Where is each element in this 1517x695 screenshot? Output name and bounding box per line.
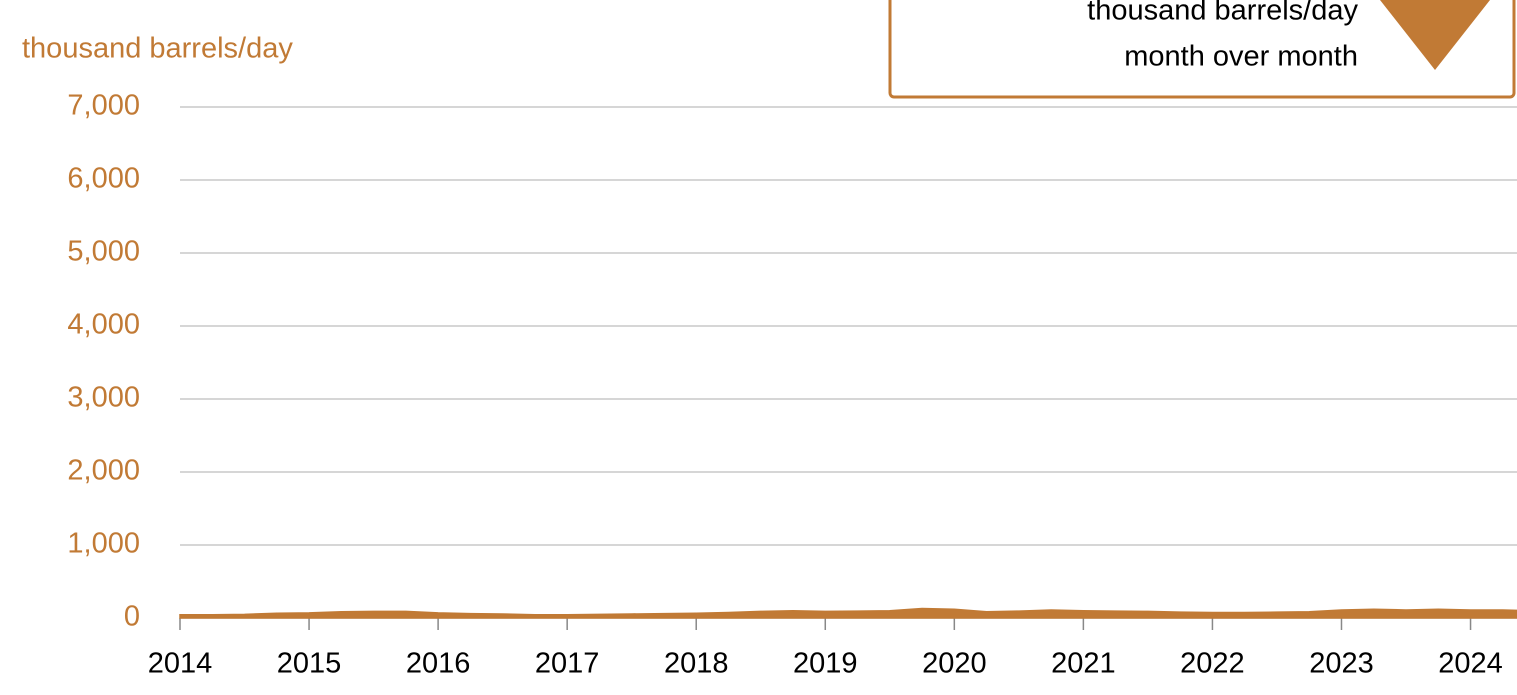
x-tick-label: 2014 bbox=[148, 648, 213, 680]
y-tick-label: 6,000 bbox=[67, 163, 140, 195]
x-tick-label: 2020 bbox=[922, 648, 987, 680]
x-tick-label: 2019 bbox=[793, 648, 858, 680]
annotation-line: month over month bbox=[1124, 41, 1358, 73]
area bbox=[179, 607, 1517, 619]
y-tick-label: 3,000 bbox=[67, 382, 140, 414]
y-tick-label: 1,000 bbox=[67, 528, 140, 560]
x-tick-label: 2018 bbox=[664, 648, 729, 680]
x-tick-label: 2015 bbox=[277, 648, 342, 680]
down-arrow bbox=[1380, 0, 1490, 70]
y-tick-label: 2,000 bbox=[67, 455, 140, 487]
y-tick-label: 5,000 bbox=[67, 236, 140, 268]
x-tick-label: 2023 bbox=[1309, 648, 1374, 680]
x-tick-label: 2017 bbox=[535, 648, 600, 680]
y-tick-label: 0 bbox=[124, 601, 140, 633]
x-tick-label: 2022 bbox=[1180, 648, 1245, 680]
subtitle: thousand barrels/day bbox=[22, 33, 293, 65]
annotation-line: thousand barrels/day bbox=[1087, 0, 1358, 27]
y-tick-label: 7,000 bbox=[67, 90, 140, 122]
y-tick-label: 4,000 bbox=[67, 309, 140, 341]
x-tick-label: 2024 bbox=[1438, 648, 1503, 680]
x-tick-label: 2016 bbox=[406, 648, 471, 680]
x-tick-label: 2021 bbox=[1051, 648, 1116, 680]
annotation-box bbox=[888, 0, 1516, 99]
